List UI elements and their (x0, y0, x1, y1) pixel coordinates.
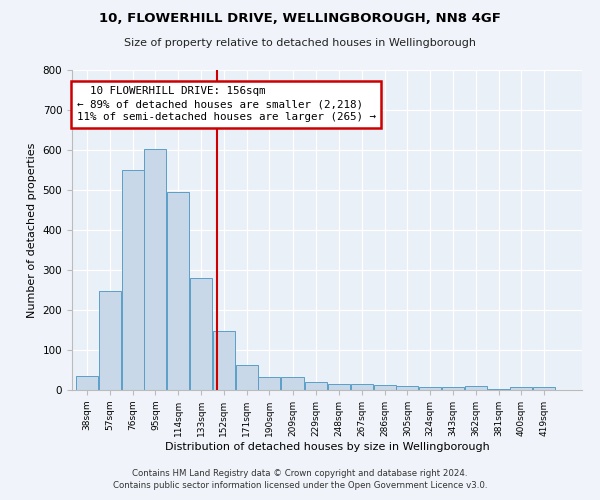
Bar (167, 192, 189, 390)
Bar (374, 385, 395, 390)
Bar (145, 149, 166, 390)
Bar (99, 291, 121, 390)
Text: Contains public sector information licensed under the Open Government Licence v3: Contains public sector information licen… (113, 481, 487, 490)
Bar (328, 384, 350, 390)
Bar (305, 382, 327, 390)
Bar (281, 377, 304, 390)
Y-axis label: Number of detached properties: Number of detached properties (27, 142, 37, 318)
Bar (190, 278, 212, 390)
Text: 10, FLOWERHILL DRIVE, WELLINGBOROUGH, NN8 4GF: 10, FLOWERHILL DRIVE, WELLINGBOROUGH, NN… (99, 12, 501, 26)
Bar (351, 384, 373, 390)
Bar (213, 331, 235, 390)
Bar (236, 365, 257, 390)
Bar (259, 377, 280, 390)
Bar (511, 387, 532, 390)
X-axis label: Distribution of detached houses by size in Wellingborough: Distribution of detached houses by size … (164, 442, 490, 452)
Bar (465, 386, 487, 390)
Bar (122, 170, 143, 390)
Bar (442, 387, 464, 390)
Bar (397, 386, 418, 390)
Text: Contains HM Land Registry data © Crown copyright and database right 2024.: Contains HM Land Registry data © Crown c… (132, 468, 468, 477)
Text: 10 FLOWERHILL DRIVE: 156sqm
← 89% of detached houses are smaller (2,218)
11% of : 10 FLOWERHILL DRIVE: 156sqm ← 89% of det… (77, 86, 376, 122)
Bar (488, 389, 509, 390)
Text: Size of property relative to detached houses in Wellingborough: Size of property relative to detached ho… (124, 38, 476, 48)
Bar (533, 387, 555, 390)
Bar (76, 376, 98, 390)
Bar (419, 387, 441, 390)
